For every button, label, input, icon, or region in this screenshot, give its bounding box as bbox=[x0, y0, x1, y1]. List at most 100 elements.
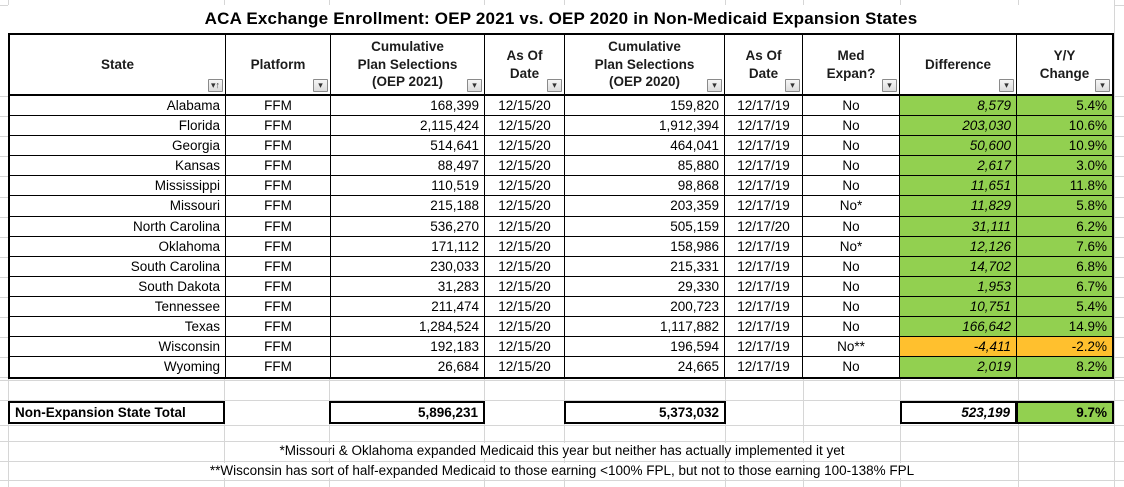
cell-asof2021[interactable]: 12/15/20 bbox=[485, 136, 565, 157]
cell-yychange[interactable]: 6.2% bbox=[1017, 216, 1112, 237]
cell-cps2021[interactable]: 536,270 bbox=[331, 216, 485, 237]
cell-difference[interactable]: 11,829 bbox=[900, 196, 1017, 217]
cell-medexpan[interactable]: No bbox=[803, 296, 900, 318]
cell-cps2020[interactable]: 98,868 bbox=[565, 176, 725, 197]
cell-difference[interactable]: 31,111 bbox=[900, 216, 1017, 237]
cell-yychange[interactable]: 14.9% bbox=[1017, 317, 1112, 338]
cell-asof2020[interactable]: 12/17/19 bbox=[725, 156, 803, 177]
column-header-cps2020[interactable]: Cumulative Plan Selections (OEP 2020) ▾ bbox=[565, 35, 725, 96]
cell-state[interactable]: Wisconsin bbox=[10, 337, 226, 358]
cell-yychange[interactable]: 5.4% bbox=[1017, 296, 1112, 318]
column-header-difference[interactable]: Difference ▾ bbox=[900, 35, 1017, 96]
cell-platform[interactable]: FFM bbox=[226, 236, 331, 257]
cell-asof2021[interactable]: 12/15/20 bbox=[485, 176, 565, 197]
cell-asof2021[interactable]: 12/15/20 bbox=[485, 276, 565, 297]
cell-platform[interactable]: FFM bbox=[226, 357, 331, 378]
filter-dropdown-icon[interactable]: ▾ bbox=[547, 79, 562, 92]
cell-cps2020[interactable]: 505,159 bbox=[565, 216, 725, 237]
filter-dropdown-icon[interactable]: ▾ bbox=[882, 79, 897, 92]
column-header-cps2021[interactable]: Cumulative Plan Selections (OEP 2021) ▾ bbox=[331, 35, 485, 96]
cell-difference[interactable]: 203,030 bbox=[900, 116, 1017, 137]
cell-cps2021[interactable]: 514,641 bbox=[331, 136, 485, 157]
cell-cps2020[interactable]: 24,665 bbox=[565, 357, 725, 378]
cell-difference[interactable]: 10,751 bbox=[900, 296, 1017, 318]
cell-platform[interactable]: FFM bbox=[226, 156, 331, 177]
cell-cps2021[interactable]: 1,284,524 bbox=[331, 317, 485, 338]
cell-yychange[interactable]: -2.2% bbox=[1017, 337, 1112, 358]
filter-dropdown-icon[interactable]: ▾ bbox=[785, 79, 800, 92]
cell-difference[interactable]: 50,600 bbox=[900, 136, 1017, 157]
cell-asof2020[interactable]: 12/17/19 bbox=[725, 136, 803, 157]
cell-cps2021[interactable]: 215,188 bbox=[331, 196, 485, 217]
cell-difference[interactable]: 166,642 bbox=[900, 317, 1017, 338]
cell-yychange[interactable]: 10.9% bbox=[1017, 136, 1112, 157]
cell-state[interactable]: Tennessee bbox=[10, 296, 226, 318]
cell-asof2021[interactable]: 12/15/20 bbox=[485, 196, 565, 217]
cell-cps2020[interactable]: 85,880 bbox=[565, 156, 725, 177]
cell-state[interactable]: Georgia bbox=[10, 136, 226, 157]
cell-platform[interactable]: FFM bbox=[226, 116, 331, 137]
cell-yychange[interactable]: 5.4% bbox=[1017, 96, 1112, 117]
cell-platform[interactable]: FFM bbox=[226, 216, 331, 237]
cell-cps2021[interactable]: 31,283 bbox=[331, 276, 485, 297]
cell-cps2020[interactable]: 1,117,882 bbox=[565, 317, 725, 338]
cell-cps2020[interactable]: 196,594 bbox=[565, 337, 725, 358]
cell-cps2020[interactable]: 200,723 bbox=[565, 296, 725, 318]
cell-asof2021[interactable]: 12/15/20 bbox=[485, 156, 565, 177]
cell-asof2021[interactable]: 12/15/20 bbox=[485, 236, 565, 257]
cell-state[interactable]: Texas bbox=[10, 317, 226, 338]
cell-platform[interactable]: FFM bbox=[226, 196, 331, 217]
cell-medexpan[interactable]: No bbox=[803, 276, 900, 297]
cell-difference[interactable]: 1,953 bbox=[900, 276, 1017, 297]
cell-difference[interactable]: 11,651 bbox=[900, 176, 1017, 197]
cell-difference[interactable]: 2,617 bbox=[900, 156, 1017, 177]
cell-platform[interactable]: FFM bbox=[226, 337, 331, 358]
total-yy-change[interactable]: 9.7% bbox=[1016, 401, 1114, 424]
filter-dropdown-icon[interactable]: ▾ bbox=[313, 79, 328, 92]
column-header-medexpan[interactable]: Med Expan? ▾ bbox=[803, 35, 900, 96]
cell-platform[interactable]: FFM bbox=[226, 296, 331, 318]
cell-difference[interactable]: 2,019 bbox=[900, 357, 1017, 378]
cell-medexpan[interactable]: No bbox=[803, 317, 900, 338]
column-header-yychange[interactable]: Y/Y Change ▾ bbox=[1017, 35, 1112, 96]
cell-cps2021[interactable]: 192,183 bbox=[331, 337, 485, 358]
cell-asof2020[interactable]: 12/17/19 bbox=[725, 337, 803, 358]
cell-cps2021[interactable]: 230,033 bbox=[331, 256, 485, 277]
cell-cps2020[interactable]: 158,986 bbox=[565, 236, 725, 257]
cell-cps2020[interactable]: 215,331 bbox=[565, 256, 725, 277]
cell-platform[interactable]: FFM bbox=[226, 256, 331, 277]
cell-asof2020[interactable]: 12/17/19 bbox=[725, 116, 803, 137]
filter-dropdown-icon[interactable]: ▾ bbox=[1095, 79, 1110, 92]
cell-medexpan[interactable]: No bbox=[803, 156, 900, 177]
cell-difference[interactable]: -4,411 bbox=[900, 337, 1017, 358]
cell-asof2021[interactable]: 12/15/20 bbox=[485, 296, 565, 318]
cell-state[interactable]: Mississippi bbox=[10, 176, 226, 197]
cell-cps2021[interactable]: 2,115,424 bbox=[331, 116, 485, 137]
cell-medexpan[interactable]: No bbox=[803, 96, 900, 117]
cell-medexpan[interactable]: No* bbox=[803, 236, 900, 257]
cell-cps2020[interactable]: 29,330 bbox=[565, 276, 725, 297]
cell-platform[interactable]: FFM bbox=[226, 176, 331, 197]
cell-difference[interactable]: 8,579 bbox=[900, 96, 1017, 117]
cell-state[interactable]: North Carolina bbox=[10, 216, 226, 237]
cell-cps2021[interactable]: 171,112 bbox=[331, 236, 485, 257]
total-difference[interactable]: 523,199 bbox=[900, 401, 1017, 424]
cell-asof2020[interactable]: 12/17/19 bbox=[725, 176, 803, 197]
cell-medexpan[interactable]: No** bbox=[803, 337, 900, 358]
cell-asof2021[interactable]: 12/15/20 bbox=[485, 317, 565, 338]
cell-asof2020[interactable]: 12/17/19 bbox=[725, 196, 803, 217]
cell-state[interactable]: Oklahoma bbox=[10, 236, 226, 257]
cell-asof2020[interactable]: 12/17/19 bbox=[725, 276, 803, 297]
cell-cps2021[interactable]: 26,684 bbox=[331, 357, 485, 378]
cell-cps2021[interactable]: 168,399 bbox=[331, 96, 485, 117]
filter-dropdown-icon[interactable]: ▾ bbox=[999, 79, 1014, 92]
cell-cps2021[interactable]: 88,497 bbox=[331, 156, 485, 177]
total-cps-2021[interactable]: 5,896,231 bbox=[329, 401, 485, 424]
cell-state[interactable]: South Carolina bbox=[10, 256, 226, 277]
cell-cps2021[interactable]: 110,519 bbox=[331, 176, 485, 197]
cell-state[interactable]: Kansas bbox=[10, 156, 226, 177]
cell-asof2020[interactable]: 12/17/19 bbox=[725, 357, 803, 378]
column-header-platform[interactable]: Platform ▾ bbox=[226, 35, 331, 96]
cell-yychange[interactable]: 7.6% bbox=[1017, 236, 1112, 257]
cell-medexpan[interactable]: No bbox=[803, 136, 900, 157]
